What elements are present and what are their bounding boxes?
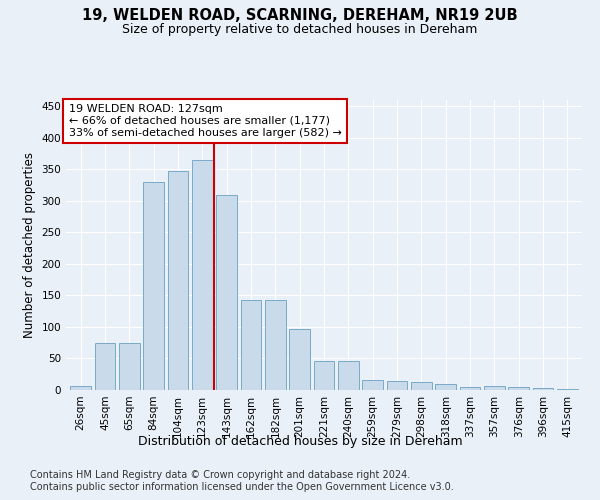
Text: Contains public sector information licensed under the Open Government Licence v3: Contains public sector information licen… xyxy=(30,482,454,492)
Bar xyxy=(362,380,383,390)
Bar xyxy=(192,160,212,390)
Bar xyxy=(460,387,481,390)
Bar xyxy=(338,361,359,390)
Bar xyxy=(119,342,140,390)
Bar xyxy=(386,381,407,390)
Text: Distribution of detached houses by size in Dereham: Distribution of detached houses by size … xyxy=(137,435,463,448)
Text: Contains HM Land Registry data © Crown copyright and database right 2024.: Contains HM Land Registry data © Crown c… xyxy=(30,470,410,480)
Bar xyxy=(436,384,456,390)
Text: 19 WELDEN ROAD: 127sqm
← 66% of detached houses are smaller (1,177)
33% of semi-: 19 WELDEN ROAD: 127sqm ← 66% of detached… xyxy=(68,104,341,138)
Bar xyxy=(265,300,286,390)
Bar xyxy=(289,329,310,390)
Bar xyxy=(484,386,505,390)
Bar xyxy=(533,388,553,390)
Bar xyxy=(508,387,529,390)
Bar xyxy=(314,361,334,390)
Bar xyxy=(70,386,91,390)
Y-axis label: Number of detached properties: Number of detached properties xyxy=(23,152,36,338)
Bar xyxy=(143,182,164,390)
Bar xyxy=(167,170,188,390)
Bar xyxy=(95,342,115,390)
Bar xyxy=(216,194,237,390)
Text: Size of property relative to detached houses in Dereham: Size of property relative to detached ho… xyxy=(122,22,478,36)
Text: 19, WELDEN ROAD, SCARNING, DEREHAM, NR19 2UB: 19, WELDEN ROAD, SCARNING, DEREHAM, NR19… xyxy=(82,8,518,22)
Bar xyxy=(411,382,432,390)
Bar xyxy=(557,388,578,390)
Bar xyxy=(241,300,262,390)
